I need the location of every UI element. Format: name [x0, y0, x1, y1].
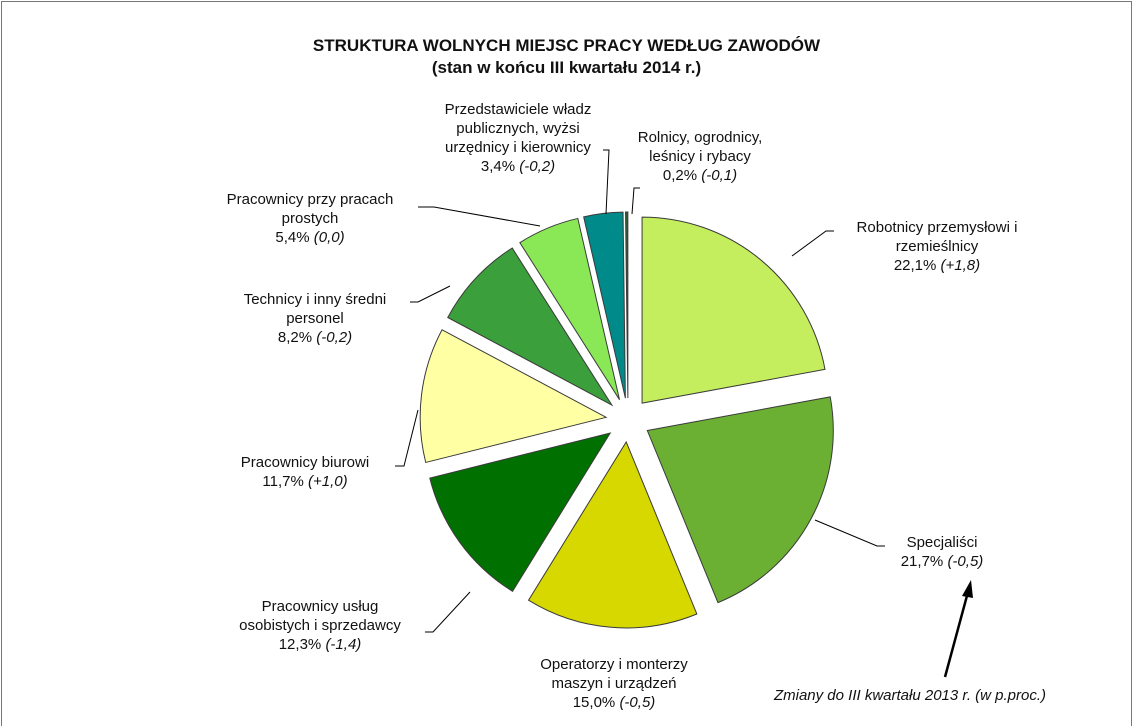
category-label: Pracownicy biurowi [240, 454, 370, 471]
value-label: 12,3% [278, 636, 322, 653]
slice-label: Specjaliści 21,7% (-0,5) [862, 533, 1022, 571]
value-line: 0,2% (-0,1) [620, 166, 780, 185]
value-line: 15,0% (-0,5) [514, 693, 714, 712]
category-label: Pracownicy przy pracach prostych [226, 191, 394, 227]
category-label: Przedstawiciele władz publicznych, wyżsi… [444, 101, 592, 156]
value-label: 22,1% [893, 257, 937, 274]
slice-label: Pracownicy biurowi 11,7% (+1,0) [205, 453, 405, 491]
slice-label: Rolnicy, ogrodnicy, leśnicy i rybacy 0,2%… [620, 128, 780, 185]
change-label: (-0,2) [519, 158, 556, 175]
change-label: (-0,1) [701, 167, 738, 184]
leader-line [603, 149, 610, 215]
change-label: (0,0) [313, 229, 345, 246]
change-label: (-0,5) [619, 694, 656, 711]
pie-slice [641, 216, 826, 404]
category-label: Pracownicy usług osobistych i sprzedawcy [239, 598, 401, 634]
change-label: (-0,5) [947, 553, 984, 570]
category-label: Robotnicy przemysłowi i rzemieślnicy [856, 219, 1018, 255]
chart-title: STRUKTURA WOLNYCH MIEJSC PRACY WEDŁUG ZA… [312, 36, 821, 55]
category-label: Rolnicy, ogrodnicy, leśnicy i rybacy [637, 129, 763, 165]
slice-label: Przedstawiciele władz publicznych, wyżsi… [426, 100, 611, 176]
arrow-shaft [943, 591, 970, 678]
value-label: 5,4% [275, 229, 310, 246]
pie-slice [429, 432, 612, 592]
pie-slice [419, 329, 608, 464]
value-line: 12,3% (-1,4) [225, 635, 415, 654]
category-label: Operatorzy i monterzy maszyn i urządzeń [540, 656, 688, 692]
leader-line [425, 591, 471, 633]
pie-slice [583, 211, 626, 399]
slice-label: Pracownicy przy pracach prostych 5,4% (0,… [208, 190, 413, 247]
value-label: 8,2% [277, 329, 313, 346]
pie-slice [625, 211, 629, 399]
value-label: 21,7% [900, 553, 944, 570]
category-label: Specjaliści [906, 534, 978, 551]
chart-subtitle: (stan w końcu III kwartału 2014 r.) [431, 58, 702, 77]
slice-label: Pracownicy usług osobistych i sprzedawcy… [225, 597, 415, 654]
leader-line [791, 230, 834, 257]
value-label: 15,0% [572, 694, 616, 711]
pie-slice [646, 396, 834, 604]
value-line: 11,7% (+1,0) [205, 472, 405, 491]
value-label: 0,2% [662, 167, 698, 184]
change-label: (+1,8) [940, 257, 981, 274]
value-line: 5,4% (0,0) [208, 228, 413, 247]
pie-slice [527, 440, 698, 629]
change-label: (-1,4) [325, 636, 362, 653]
value-line: 3,4% (-0,2) [426, 157, 611, 176]
value-line: 21,7% (-0,5) [862, 552, 1022, 571]
annotation: Zmiany do III kwartału 2013 r. (w p.proc… [773, 687, 1047, 704]
value-label: 3,4% [480, 158, 516, 175]
category-label: Technicy i inny średni personel [243, 291, 387, 327]
change-label: (-0,2) [316, 329, 353, 346]
value-line: 22,1% (+1,8) [832, 256, 1042, 275]
leader-line [814, 519, 885, 547]
leader-line [395, 409, 419, 467]
slice-label: Operatorzy i monterzy maszyn i urządzeń 1… [514, 655, 714, 712]
arrow-head [962, 580, 973, 598]
leader-line [631, 187, 640, 215]
slice-label: Technicy i inny średni personel 8,2% (-0,… [225, 290, 405, 347]
value-line: 8,2% (-0,2) [225, 328, 405, 347]
slice-label: Robotnicy przemysłowi i rzemieślnicy 22,1… [832, 218, 1042, 275]
change-label: (+1,0) [307, 473, 348, 490]
pie-slice [447, 247, 614, 407]
pie-slice [519, 217, 621, 400]
leader-line [410, 285, 451, 303]
leader-line [418, 206, 541, 227]
value-label: 11,7% [262, 473, 304, 490]
